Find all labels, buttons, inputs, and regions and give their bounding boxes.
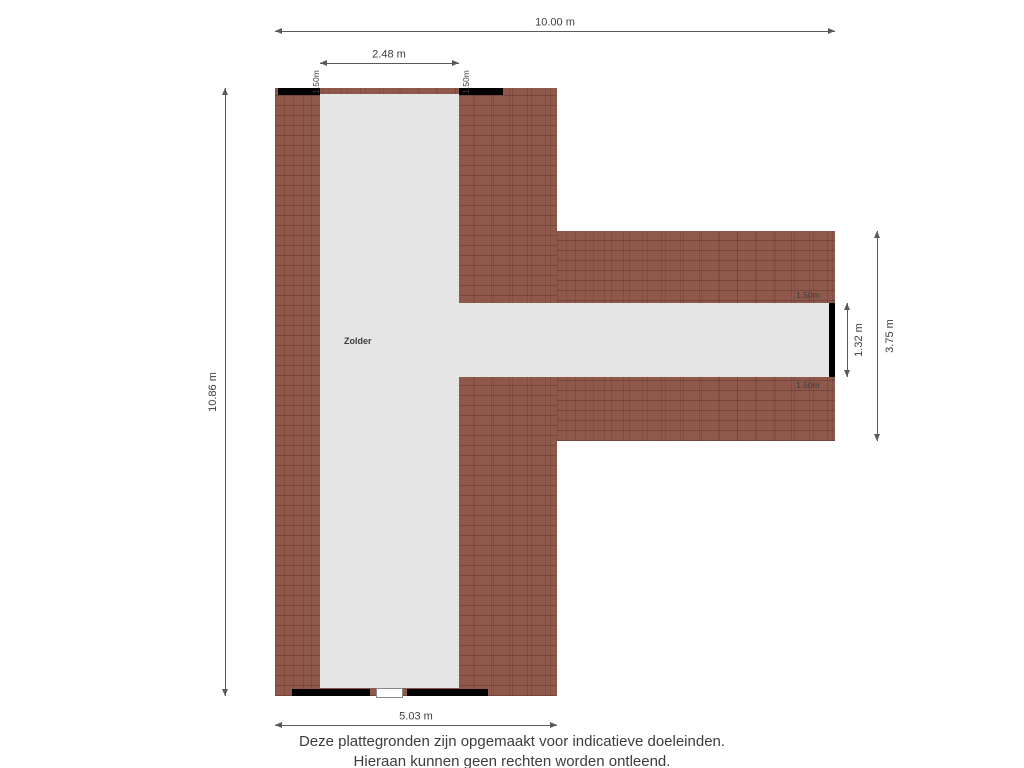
door-bottom [376, 688, 403, 698]
floor-main-corridor [320, 94, 459, 688]
dim-top-inner [320, 63, 459, 64]
dim-right-wing [877, 231, 878, 441]
dim-top-total-label: 10.00 m [535, 17, 575, 29]
dim-left-total [225, 88, 226, 696]
dim-right-inner-label: 1.32 m [853, 323, 865, 357]
disclaimer-line2: Hieraan kunnen geen rechten worden ontle… [354, 753, 671, 768]
dim-top-total [275, 31, 835, 32]
small-label-wing-lower: 1.50m [796, 380, 820, 390]
floor-cross-corridor [459, 303, 829, 377]
dim-top-inner-label: 2.48 m [372, 49, 406, 61]
room-label-zolder: Zolder [344, 336, 372, 346]
floorplan-stage: Zolder 10.00 m 2.48 m 1.50m 1.50m 10.86 … [0, 0, 1024, 768]
dim-bottom-main-label: 5.03 m [399, 711, 433, 723]
small-label-top-left: 1.50m [311, 70, 321, 94]
wall-bottom-right [407, 689, 488, 696]
dim-right-wing-label: 3.75 m [884, 319, 896, 353]
disclaimer-line1: Deze plattegronden zijn opgemaakt voor i… [299, 733, 725, 750]
dim-right-inner [847, 303, 848, 377]
dim-bottom-main [275, 725, 557, 726]
wall-bottom-left [292, 689, 370, 696]
small-label-top-right: 1.50m [461, 70, 471, 94]
disclaimer: Deze plattegronden zijn opgemaakt voor i… [0, 732, 1024, 768]
wall-right-end [829, 303, 835, 377]
small-label-wing-upper: 1.50m [796, 290, 820, 300]
dim-left-total-label: 10.86 m [207, 372, 219, 412]
